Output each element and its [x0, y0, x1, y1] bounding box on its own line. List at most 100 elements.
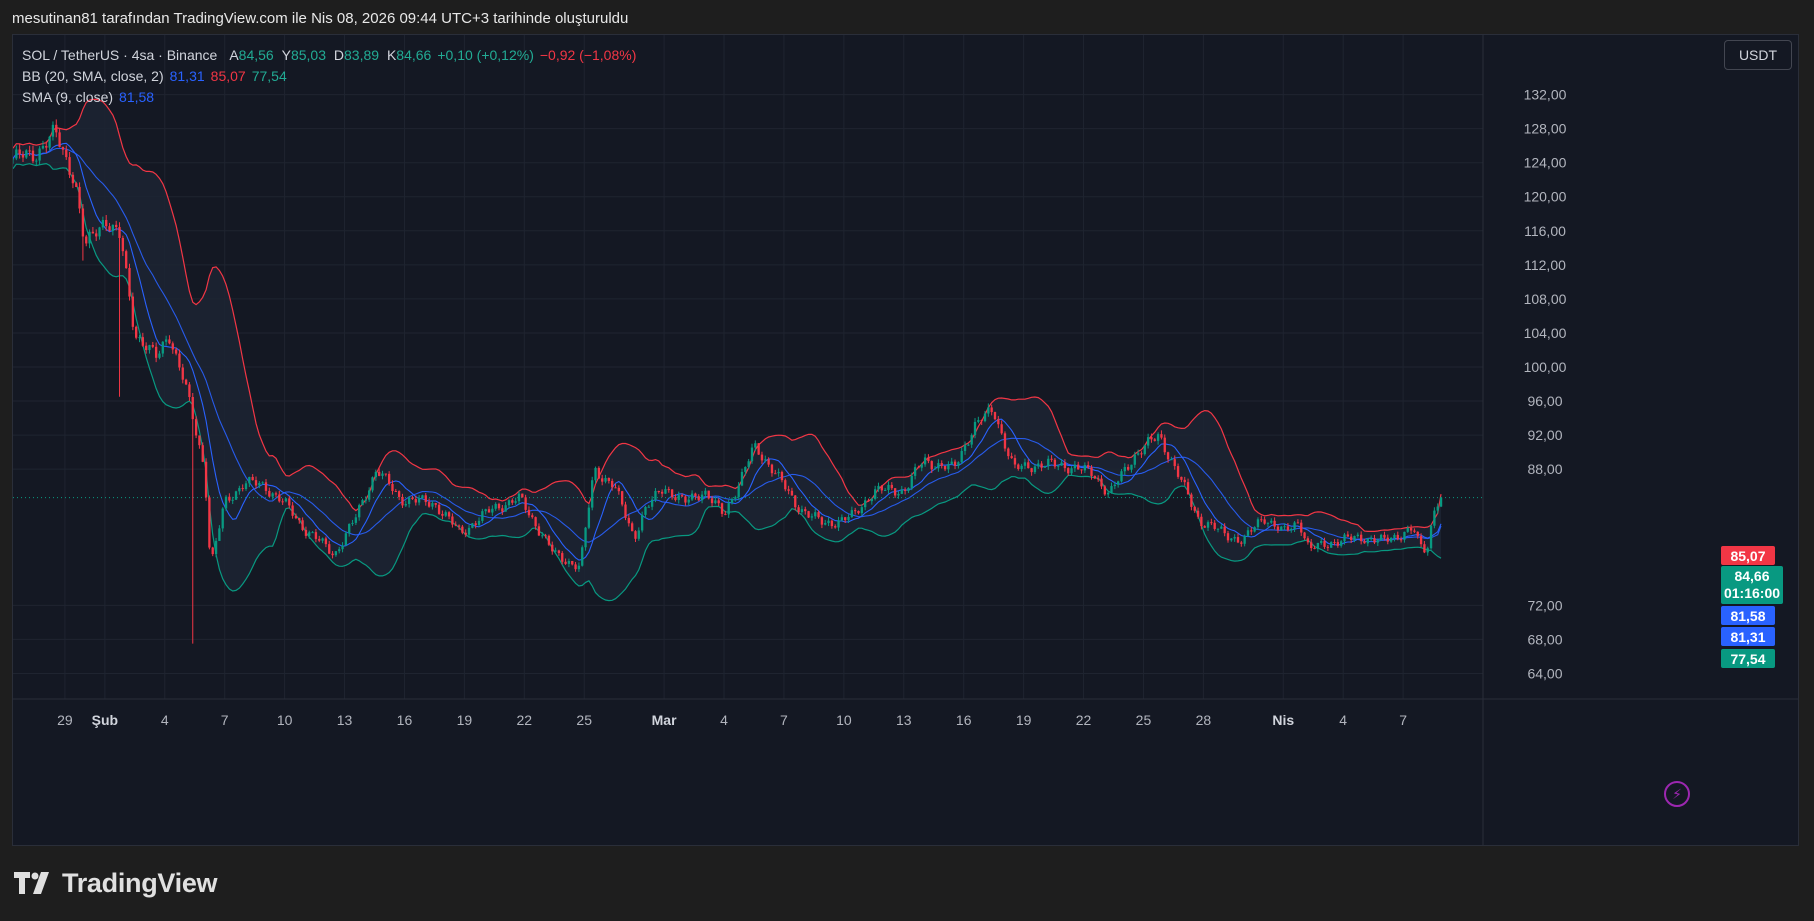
- candle-body: [724, 513, 727, 515]
- candle-body: [1429, 525, 1433, 549]
- candle: [760, 451, 764, 465]
- candle-body: [1356, 534, 1359, 537]
- candle: [238, 485, 241, 495]
- candle-body: [1180, 476, 1183, 480]
- candle-body: [351, 522, 354, 524]
- candle-body: [55, 124, 58, 133]
- candle: [278, 491, 281, 503]
- candle: [1363, 538, 1366, 544]
- candle: [25, 149, 28, 159]
- candle: [224, 495, 228, 511]
- candle-body: [294, 515, 298, 519]
- candle-body: [1043, 466, 1047, 468]
- chart-pane[interactable]: 132,00 128,00 124,00 120,00 116,00 112,00 108,…: [12, 34, 1799, 846]
- candle: [1160, 430, 1163, 440]
- candle-body: [78, 186, 81, 209]
- candle: [471, 522, 474, 529]
- candle-body: [810, 516, 814, 518]
- candle-body: [581, 547, 584, 566]
- candle-body: [271, 493, 274, 497]
- candle: [910, 472, 913, 491]
- y-tick-label: 132,00: [1524, 87, 1567, 103]
- candle: [88, 229, 91, 249]
- candle-body: [491, 508, 494, 513]
- candle: [1100, 475, 1103, 490]
- candle-body: [1073, 464, 1077, 469]
- candle: [231, 496, 234, 505]
- candle: [404, 500, 407, 507]
- candle-body: [654, 490, 657, 500]
- candle-body: [1186, 482, 1190, 495]
- candle-body: [354, 517, 358, 523]
- candle-body: [917, 467, 920, 469]
- candle-body: [281, 501, 284, 503]
- candle-body: [704, 490, 707, 495]
- candle-body: [28, 150, 31, 152]
- candle: [1230, 538, 1233, 542]
- candle: [710, 495, 714, 507]
- candle: [897, 491, 900, 499]
- candle: [28, 145, 31, 156]
- candle: [264, 479, 268, 495]
- candle: [401, 493, 404, 509]
- candle: [817, 510, 820, 519]
- candle: [754, 440, 757, 452]
- candle: [91, 227, 95, 234]
- candle: [481, 508, 484, 524]
- candle-body: [697, 496, 700, 501]
- candle: [1359, 531, 1363, 545]
- candle-body: [1196, 510, 1200, 517]
- candle: [171, 341, 174, 354]
- currency-button[interactable]: USDT: [1724, 40, 1792, 70]
- candle-body: [897, 493, 900, 496]
- candle: [750, 443, 754, 464]
- candle-body: [870, 498, 873, 502]
- price-chart[interactable]: 132,00 128,00 124,00 120,00 116,00 112,00 108,…: [13, 35, 1798, 845]
- candle-body: [1346, 534, 1350, 537]
- candle: [797, 504, 800, 515]
- legend-sma-row[interactable]: SMA (9, close) 81,58: [22, 87, 636, 108]
- candle-body: [650, 499, 654, 507]
- candle-body: [754, 443, 757, 448]
- candle-body: [248, 476, 251, 484]
- candle: [990, 404, 993, 416]
- candle-body: [883, 489, 887, 491]
- candle: [424, 493, 427, 506]
- candle-body: [1123, 467, 1126, 472]
- candle-body: [477, 520, 481, 525]
- candle-body: [684, 496, 687, 503]
- candle-body: [714, 500, 717, 504]
- candle: [1389, 536, 1393, 543]
- candle-body: [471, 523, 474, 528]
- candle: [1120, 468, 1123, 483]
- legend-change-day: −0,92 (−1,08%): [539, 47, 637, 63]
- candle-body: [1160, 434, 1163, 438]
- candle-body: [474, 523, 477, 525]
- candle: [1136, 449, 1140, 456]
- candle-body: [720, 503, 724, 514]
- candle: [1133, 451, 1136, 468]
- x-tick-label: 25: [1136, 712, 1152, 728]
- candle-body: [521, 493, 524, 498]
- candle-body: [864, 500, 867, 508]
- candle-body: [1236, 537, 1240, 543]
- candle-body: [767, 459, 770, 465]
- candle-body: [780, 471, 784, 481]
- candle: [467, 525, 471, 538]
- candle: [51, 121, 55, 141]
- candle-body: [1433, 510, 1436, 526]
- candle: [647, 505, 650, 508]
- legend-symbol[interactable]: SOL / TetherUS · 4sa · Binance: [22, 47, 218, 63]
- candle-body: [204, 461, 208, 498]
- candle: [454, 521, 457, 527]
- candle-body: [21, 154, 25, 158]
- candle: [1166, 451, 1170, 463]
- candle-body: [764, 459, 767, 461]
- candle: [1280, 525, 1283, 531]
- lightning-icon[interactable]: ⚡: [1664, 781, 1690, 807]
- candle-body: [1423, 544, 1426, 553]
- legend-bb-row[interactable]: BB (20, SMA, close, 2) 81,31 85,07 77,54: [22, 66, 636, 87]
- candle: [940, 460, 943, 469]
- candle: [551, 541, 554, 555]
- candle: [767, 457, 770, 467]
